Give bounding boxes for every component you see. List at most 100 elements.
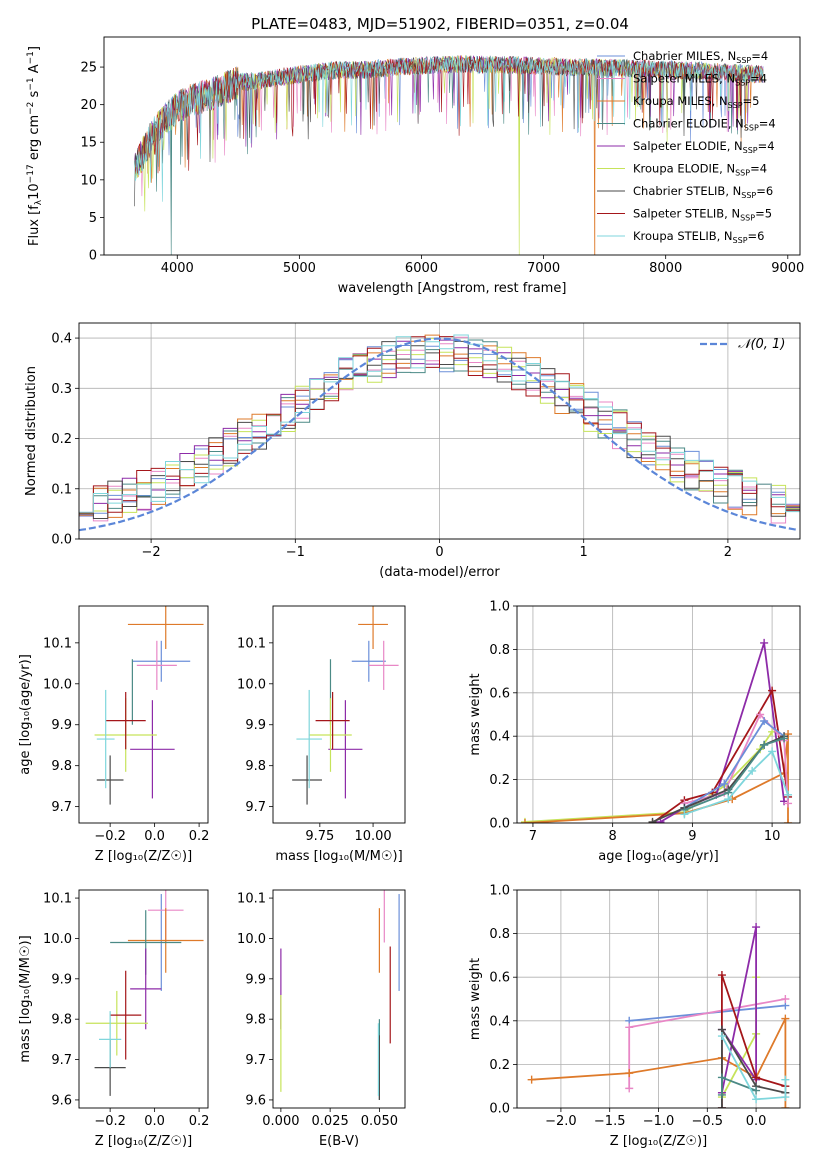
- legend-label-sub: SSP: [728, 101, 743, 110]
- y-tick-label: 10.1: [237, 636, 266, 651]
- y-tick-label: 0.4: [489, 730, 510, 745]
- axes-frame: [272, 889, 406, 1109]
- y-tick-label: 0.2: [51, 432, 72, 447]
- axes-frame: [78, 322, 801, 540]
- x-tick-label: −0.2: [94, 829, 126, 844]
- x-tick-label: 9.75: [305, 829, 334, 844]
- weight-marker-chabrier_stelib: [648, 817, 657, 823]
- y-axis-label-part: s: [27, 90, 42, 101]
- spectrum-line-chabrier_stelib: [134, 55, 764, 207]
- panel-age-vs-Z: −0.2 0.0 0.2 9.7 9.8 9.9 10.0 10.1 Z [log₁₀(Z/Z☉…: [18, 605, 209, 864]
- weight-marker-kroupa_stelib: [784, 790, 793, 799]
- x-tick-label: 8000: [649, 261, 682, 276]
- weight-marker-salpeter_miles: [781, 995, 790, 1003]
- y-tick-label: 1.0: [489, 884, 510, 899]
- y-tick-label: 9.8: [51, 1013, 72, 1028]
- weight-marker-salpeter_stelib: [768, 686, 777, 695]
- weight-line-chabrier_miles: [683, 719, 785, 809]
- x-tick-label: 10.00: [354, 829, 391, 844]
- y-axis-label-part: −1: [26, 51, 36, 64]
- legend-label-suffix: =5: [743, 94, 760, 108]
- legend-label-kroupa_miles: Kroupa MILES, NSSP=5: [633, 94, 759, 110]
- y-tick-label: 1.0: [489, 600, 510, 615]
- weight-marker-kroupa_miles: [625, 1069, 634, 1078]
- x-tick-label: 7000: [527, 261, 560, 276]
- weight-marker-kroupa_miles: [784, 819, 793, 823]
- panel-spectrum: 4000 5000 6000 7000 8000 9000 0 5 10 15 20 25 wavele…: [26, 36, 804, 296]
- x-axis-label: Z [log₁₀(Z/Z☉)]: [95, 849, 192, 864]
- weight-marker-kroupa_miles: [781, 1104, 790, 1108]
- legend-label-salpeter_miles: Salpeter MILES, NSSP=4: [633, 72, 767, 88]
- x-tick-label: 0.0: [144, 1114, 165, 1129]
- x-axis-label: mass [log₁₀(M/M☉)]: [275, 849, 402, 864]
- weight-marker-chabrier_elodie: [780, 734, 789, 743]
- plot-area: [527, 923, 790, 1108]
- axes-frame: [516, 889, 801, 1109]
- y-tick-label: 9.6: [51, 1093, 72, 1108]
- y-tick-label: 9.9: [51, 718, 72, 733]
- legend-label-normal: 𝒩(0, 1): [738, 337, 785, 352]
- weight-marker-kroupa_stelib: [724, 795, 733, 804]
- x-tick-label: 6000: [405, 261, 438, 276]
- x-axis-label: wavelength [Angstrom, rest frame]: [338, 281, 567, 296]
- legend-label-text: Salpeter MILES, N: [633, 72, 735, 86]
- y-tick-label: 9.9: [245, 972, 266, 987]
- y-tick-label: 9.7: [245, 1053, 266, 1068]
- x-axis-label: Z [log₁₀(Z/Z☉)]: [610, 1134, 707, 1149]
- weight-marker-chabrier_miles: [760, 717, 769, 726]
- weight-line-salpeter_stelib: [721, 974, 786, 1108]
- x-tick-label: 0.0: [746, 1114, 767, 1129]
- x-tick-label: −1: [286, 545, 305, 560]
- x-axis-label: E(B-V): [319, 1134, 359, 1149]
- legend-label-sub: SSP: [733, 236, 748, 245]
- x-axis-label: (data-model)/error: [379, 565, 500, 580]
- y-tick-label: 9.8: [245, 759, 266, 774]
- weight-line-kroupa_miles: [524, 733, 789, 823]
- x-tick-label: 0: [435, 545, 443, 560]
- y-tick-label: 25: [80, 61, 97, 76]
- y-tick-label: 5: [89, 211, 97, 226]
- plot-area: [520, 638, 793, 823]
- legend-label-text: Kroupa MILES, N: [633, 94, 728, 108]
- legend-label-suffix: =4: [750, 72, 767, 86]
- weight-marker-kroupa_stelib: [748, 766, 757, 775]
- y-axis-label-part: 10: [27, 183, 42, 200]
- legend-label-sub: SSP: [740, 214, 755, 223]
- x-tick-label: 0.050: [361, 1114, 398, 1129]
- y-axis-label-part: −17: [26, 164, 36, 183]
- legend-label-kroupa_elodie: Kroupa ELODIE, NSSP=4: [633, 162, 767, 178]
- weight-marker-salpeter_stelib: [717, 971, 726, 980]
- x-tick-label: 4000: [161, 261, 194, 276]
- x-tick-label: 9000: [771, 261, 804, 276]
- weight-marker-salpeter_miles: [756, 710, 765, 719]
- y-tick-label: 0.2: [489, 773, 510, 788]
- y-axis-label-part: erg cm: [27, 115, 42, 164]
- weight-marker-chabrier_elodie: [760, 740, 769, 749]
- legend-label-text: Salpeter ELODIE, N: [633, 139, 743, 153]
- x-tick-label: 10: [764, 829, 781, 844]
- x-tick-label: 0.0: [144, 829, 165, 844]
- weight-marker-chabrier_elodie: [752, 1086, 761, 1095]
- weight-marker-salpeter_elodie: [752, 923, 761, 932]
- legend-label-sub: SSP: [744, 124, 759, 133]
- weight-marker-salpeter_miles: [784, 799, 793, 808]
- weight-marker-chabrier_elodie: [717, 1090, 726, 1099]
- legend-label-sub: SSP: [743, 146, 758, 155]
- y-axis-label: mass weight: [468, 673, 483, 755]
- weight-marker-chabrier_miles: [720, 779, 729, 788]
- figure-title: PLATE=0483, MJD=51902, FIBERID=0351, z=0…: [251, 15, 629, 33]
- y-axis-label: mass [log₁₀(M/M☉)]: [18, 935, 33, 1062]
- y-tick-label: 10.1: [237, 892, 266, 907]
- weight-marker-kroupa_stelib: [717, 1032, 726, 1041]
- weight-marker-kroupa_miles: [781, 1014, 790, 1023]
- weight-marker-kroupa_stelib: [768, 747, 777, 756]
- x-tick-label: 0.000: [262, 1114, 299, 1129]
- legend-label-suffix: =4: [758, 139, 775, 153]
- y-tick-label: 9.9: [51, 972, 72, 987]
- y-tick-label: 0.6: [489, 971, 510, 986]
- panel-residuals: −2 −1 0 1 2 0.0 0.1 0.2 0.3 0.4 (data-model)/error…: [24, 322, 801, 580]
- weight-marker-kroupa_miles: [520, 819, 529, 823]
- weight-marker-salpeter_elodie: [760, 638, 769, 647]
- y-axis-label: mass weight: [468, 958, 483, 1040]
- y-axis-label-part: Flux [f: [27, 205, 42, 246]
